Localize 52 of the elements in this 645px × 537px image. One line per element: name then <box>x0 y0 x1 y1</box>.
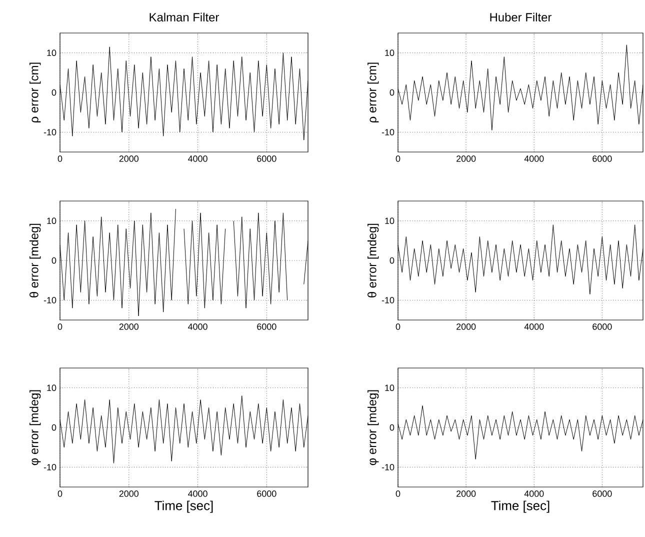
y-tick-label: 10 <box>385 384 394 392</box>
y-tick-label: 0 <box>52 257 56 264</box>
y-axis-title: φ error [mdeg] <box>30 390 41 466</box>
x-tick-label: 0 <box>58 156 62 162</box>
x-tick-label: 2000 <box>119 490 139 497</box>
x-tick-label: 0 <box>396 324 400 330</box>
x-axis-title: Time [sec] <box>154 500 213 513</box>
y-axis-title: ρ error [cm] <box>30 62 41 122</box>
y-tick-label: 10 <box>385 218 394 224</box>
x-tick-label: 4000 <box>188 324 208 330</box>
y-tick-label: 10 <box>47 50 56 56</box>
x-tick-label: 4000 <box>188 156 208 162</box>
x-tick-label: 4000 <box>524 490 544 497</box>
y-axis-title: θ error [mdeg] <box>30 224 41 298</box>
x-tick-label: 0 <box>58 490 62 497</box>
y-tick-label: 10 <box>385 50 394 56</box>
y-tick-label: 10 <box>47 218 56 224</box>
x-tick-label: 2000 <box>456 156 476 162</box>
chart-title: Kalman Filter <box>150 12 219 22</box>
y-tick-label: -10 <box>382 296 394 304</box>
chart-title: Huber Filter <box>490 12 552 22</box>
x-tick-label: 2000 <box>119 324 139 330</box>
y-tick-label: -10 <box>382 464 394 470</box>
x-tick-label: 2000 <box>456 490 476 497</box>
x-tick-label: 6000 <box>592 156 612 162</box>
x-tick-label: 0 <box>396 156 400 162</box>
y-tick-label: 0 <box>390 257 394 264</box>
x-tick-label: 0 <box>396 490 400 497</box>
x-tick-label: 4000 <box>524 324 544 330</box>
y-tick-label: 0 <box>390 424 394 431</box>
y-tick-label: 0 <box>52 89 56 96</box>
y-tick-label: -10 <box>44 464 56 470</box>
y-tick-label: 0 <box>52 424 56 431</box>
x-tick-label: 6000 <box>592 324 612 330</box>
x-tick-label: 2000 <box>456 324 476 330</box>
x-tick-label: 2000 <box>119 156 139 162</box>
y-tick-label: 10 <box>47 384 56 392</box>
x-tick-label: 6000 <box>592 490 612 497</box>
y-axis-title: φ error [mdeg] <box>368 390 379 466</box>
x-tick-label: 4000 <box>524 156 544 162</box>
x-tick-label: 6000 <box>257 490 276 497</box>
y-tick-label: -10 <box>44 128 56 136</box>
y-tick-label: 0 <box>390 89 394 96</box>
y-axis-title: ρ error [cm] <box>368 62 379 122</box>
y-tick-label: -10 <box>382 128 394 136</box>
x-tick-label: 6000 <box>257 324 276 330</box>
x-tick-label: 0 <box>58 324 62 330</box>
x-tick-label: 6000 <box>257 156 276 162</box>
x-tick-label: 4000 <box>188 490 208 497</box>
x-axis-title: Time [sec] <box>491 500 550 513</box>
y-axis-title: θ error [mdeg] <box>368 224 379 298</box>
y-tick-label: -10 <box>44 296 56 304</box>
